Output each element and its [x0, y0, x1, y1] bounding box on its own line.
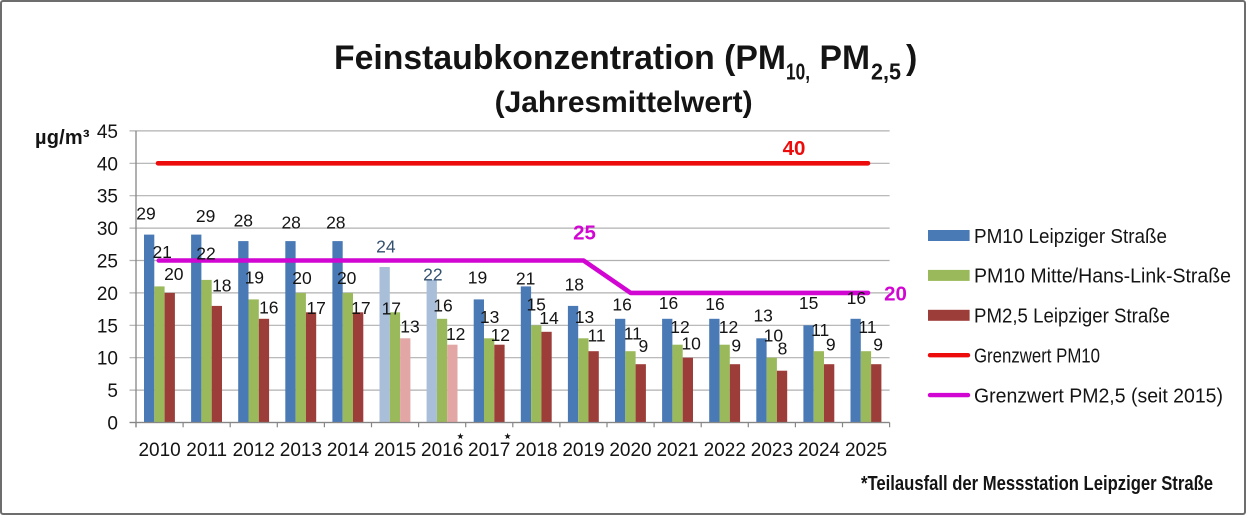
svg-text:19: 19 [468, 267, 487, 287]
svg-text:2,5: 2,5 [871, 59, 901, 85]
svg-text:40: 40 [97, 154, 118, 175]
svg-text:9: 9 [826, 334, 836, 354]
svg-text:14: 14 [539, 308, 559, 328]
svg-text:µg/m³: µg/m³ [35, 127, 90, 149]
svg-text:2010: 2010 [138, 440, 180, 461]
svg-text:9: 9 [873, 334, 883, 354]
svg-text:9: 9 [639, 336, 649, 356]
svg-text:13: 13 [400, 317, 419, 337]
svg-text:12: 12 [670, 317, 689, 337]
svg-text:16: 16 [612, 295, 631, 315]
svg-text:16: 16 [705, 294, 724, 314]
svg-text:25: 25 [573, 222, 596, 245]
svg-text:9: 9 [731, 335, 741, 355]
svg-text:17: 17 [351, 298, 370, 318]
svg-text:15: 15 [526, 295, 545, 315]
svg-text:2024: 2024 [798, 440, 841, 461]
svg-text:25: 25 [97, 252, 118, 273]
svg-text:20: 20 [337, 268, 357, 288]
svg-text:29: 29 [196, 206, 215, 226]
svg-text:2018: 2018 [515, 440, 557, 461]
svg-text:12: 12 [491, 325, 510, 345]
svg-text:30: 30 [97, 219, 118, 240]
svg-text:13: 13 [575, 307, 594, 327]
svg-text:20: 20 [292, 268, 312, 288]
svg-text:19: 19 [245, 268, 264, 288]
svg-text:40: 40 [783, 137, 806, 160]
svg-text:21: 21 [516, 268, 535, 288]
svg-text:11: 11 [588, 326, 606, 346]
svg-text:10: 10 [764, 326, 784, 346]
svg-text:2021: 2021 [656, 440, 698, 461]
svg-text:45: 45 [97, 122, 118, 143]
svg-text:PM: PM [820, 39, 871, 77]
svg-text:*Teilausfall der Messstation L: *Teilausfall der Messstation Leipziger S… [861, 472, 1213, 495]
svg-text:2023: 2023 [751, 440, 793, 461]
svg-text:2020: 2020 [609, 440, 651, 461]
svg-text:22: 22 [423, 264, 442, 284]
svg-text:22: 22 [196, 244, 215, 264]
svg-text:2014: 2014 [327, 440, 370, 461]
svg-text:20: 20 [97, 284, 118, 305]
svg-text:2022: 2022 [704, 440, 746, 461]
svg-text:20: 20 [884, 283, 907, 306]
svg-text:10: 10 [97, 349, 118, 370]
svg-text:2019: 2019 [562, 440, 604, 461]
svg-text:28: 28 [234, 211, 253, 231]
svg-text:5: 5 [107, 381, 118, 402]
svg-text:18: 18 [565, 274, 584, 294]
svg-text:12: 12 [446, 324, 465, 344]
svg-text:PM2,5 Leipziger Straße: PM2,5 Leipziger Straße [974, 306, 1170, 328]
svg-text:13: 13 [753, 306, 772, 326]
svg-text:21: 21 [152, 242, 171, 262]
svg-text:20: 20 [164, 264, 184, 284]
svg-text:15: 15 [97, 316, 118, 337]
svg-text:12: 12 [719, 317, 738, 337]
svg-text:): ) [906, 39, 917, 77]
svg-text:17: 17 [382, 299, 401, 319]
svg-text:11: 11 [624, 324, 642, 344]
svg-text:11: 11 [858, 317, 876, 337]
svg-text:2016: 2016 [421, 440, 463, 461]
svg-text:16: 16 [259, 298, 278, 318]
svg-text:2011: 2011 [186, 440, 227, 461]
svg-text:35: 35 [97, 187, 118, 208]
svg-text:16: 16 [659, 293, 678, 313]
svg-text:2017: 2017 [468, 440, 510, 461]
svg-text:10,: 10, [786, 59, 810, 85]
svg-text:PM10 Leipziger Straße: PM10 Leipziger Straße [974, 226, 1167, 248]
svg-text:28: 28 [326, 212, 345, 232]
svg-text:2013: 2013 [280, 440, 322, 461]
svg-text:15: 15 [799, 293, 818, 313]
svg-text:Grenzwert PM10: Grenzwert PM10 [974, 346, 1100, 368]
svg-text:(Jahresmittelwert): (Jahresmittelwert) [495, 86, 753, 119]
svg-text:28: 28 [281, 212, 300, 232]
svg-text:2015: 2015 [374, 440, 416, 461]
svg-text:Feinstaubkonzentration (PM: Feinstaubkonzentration (PM [334, 39, 786, 77]
svg-text:10: 10 [681, 333, 701, 353]
svg-text:16: 16 [433, 296, 452, 316]
svg-text:29: 29 [136, 204, 155, 224]
svg-text:18: 18 [212, 276, 231, 296]
svg-text:PM10 Mitte/Hans-Link-Straße: PM10 Mitte/Hans-Link-Straße [974, 266, 1231, 288]
svg-text:17: 17 [306, 298, 325, 318]
svg-text:2025: 2025 [845, 440, 887, 461]
svg-text:13: 13 [480, 307, 499, 327]
svg-text:11: 11 [811, 320, 829, 340]
svg-text:24: 24 [376, 237, 396, 257]
svg-text:8: 8 [778, 338, 788, 358]
svg-text:2012: 2012 [233, 440, 275, 461]
svg-text:0: 0 [107, 414, 118, 435]
svg-text:16: 16 [847, 288, 866, 308]
svg-text:Grenzwert PM2,5 (seit 2015): Grenzwert PM2,5 (seit 2015) [974, 385, 1223, 407]
